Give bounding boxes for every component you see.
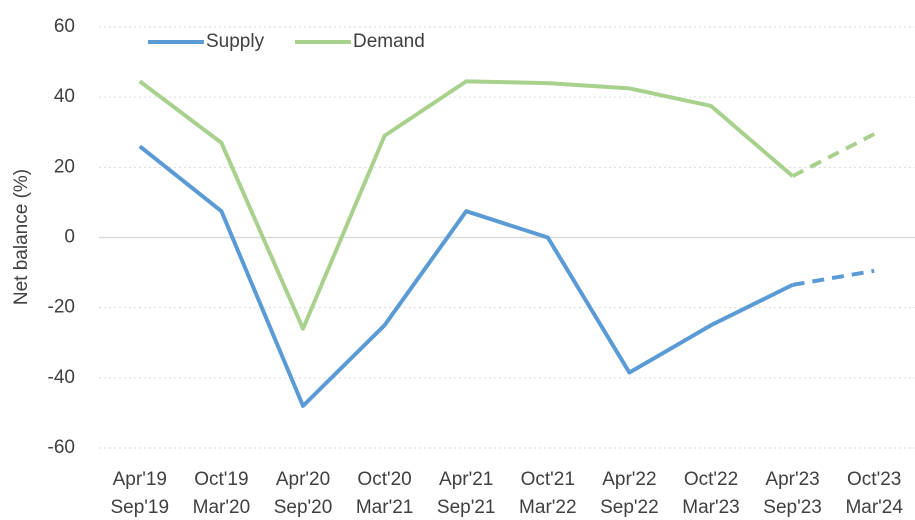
x-tick-label: Sep'22 (600, 497, 659, 518)
x-tick-label: Oct'22 (684, 469, 738, 490)
x-tick-label: Sep'19 (111, 497, 170, 518)
x-tick-label: Mar'21 (356, 497, 413, 518)
legend-label: Demand (353, 31, 425, 52)
x-tick-label: Apr'22 (602, 469, 656, 490)
x-tick-label: Mar'20 (193, 497, 250, 518)
x-tick-label: Mar'23 (682, 497, 739, 518)
series-line (138, 144, 794, 408)
series-line-dashed (792, 268, 875, 287)
x-tick-label: Oct'19 (194, 469, 248, 490)
y-tick-label: -60 (48, 437, 75, 458)
y-tick-label: 40 (54, 86, 75, 107)
series-line-dashed (791, 132, 876, 178)
y-tick-label: 20 (54, 156, 75, 177)
legend-label: Supply (206, 31, 265, 52)
x-tick-label: Sep'23 (763, 497, 822, 518)
x-tick-label: Apr'23 (765, 469, 819, 490)
x-tick-label: Oct'23 (847, 469, 901, 490)
y-tick-label: -20 (48, 297, 75, 318)
y-axis-label: Net balance (%) (11, 169, 32, 305)
x-tick-label: Mar'22 (519, 497, 576, 518)
x-tick-label: Apr'20 (276, 469, 330, 490)
x-tick-label: Sep'20 (274, 497, 333, 518)
y-tick-label: -40 (48, 367, 75, 388)
x-tick-label: Mar'24 (845, 497, 903, 518)
x-tick-label: Apr'21 (439, 469, 493, 490)
series-line (138, 79, 794, 331)
x-tick-label: Apr'19 (113, 469, 167, 490)
y-tick-label: 0 (64, 227, 75, 248)
x-tick-label: Oct'21 (521, 469, 575, 490)
y-tick-label: 60 (54, 16, 75, 37)
x-tick-label: Sep'21 (437, 497, 496, 518)
x-tick-label: Oct'20 (357, 469, 411, 490)
